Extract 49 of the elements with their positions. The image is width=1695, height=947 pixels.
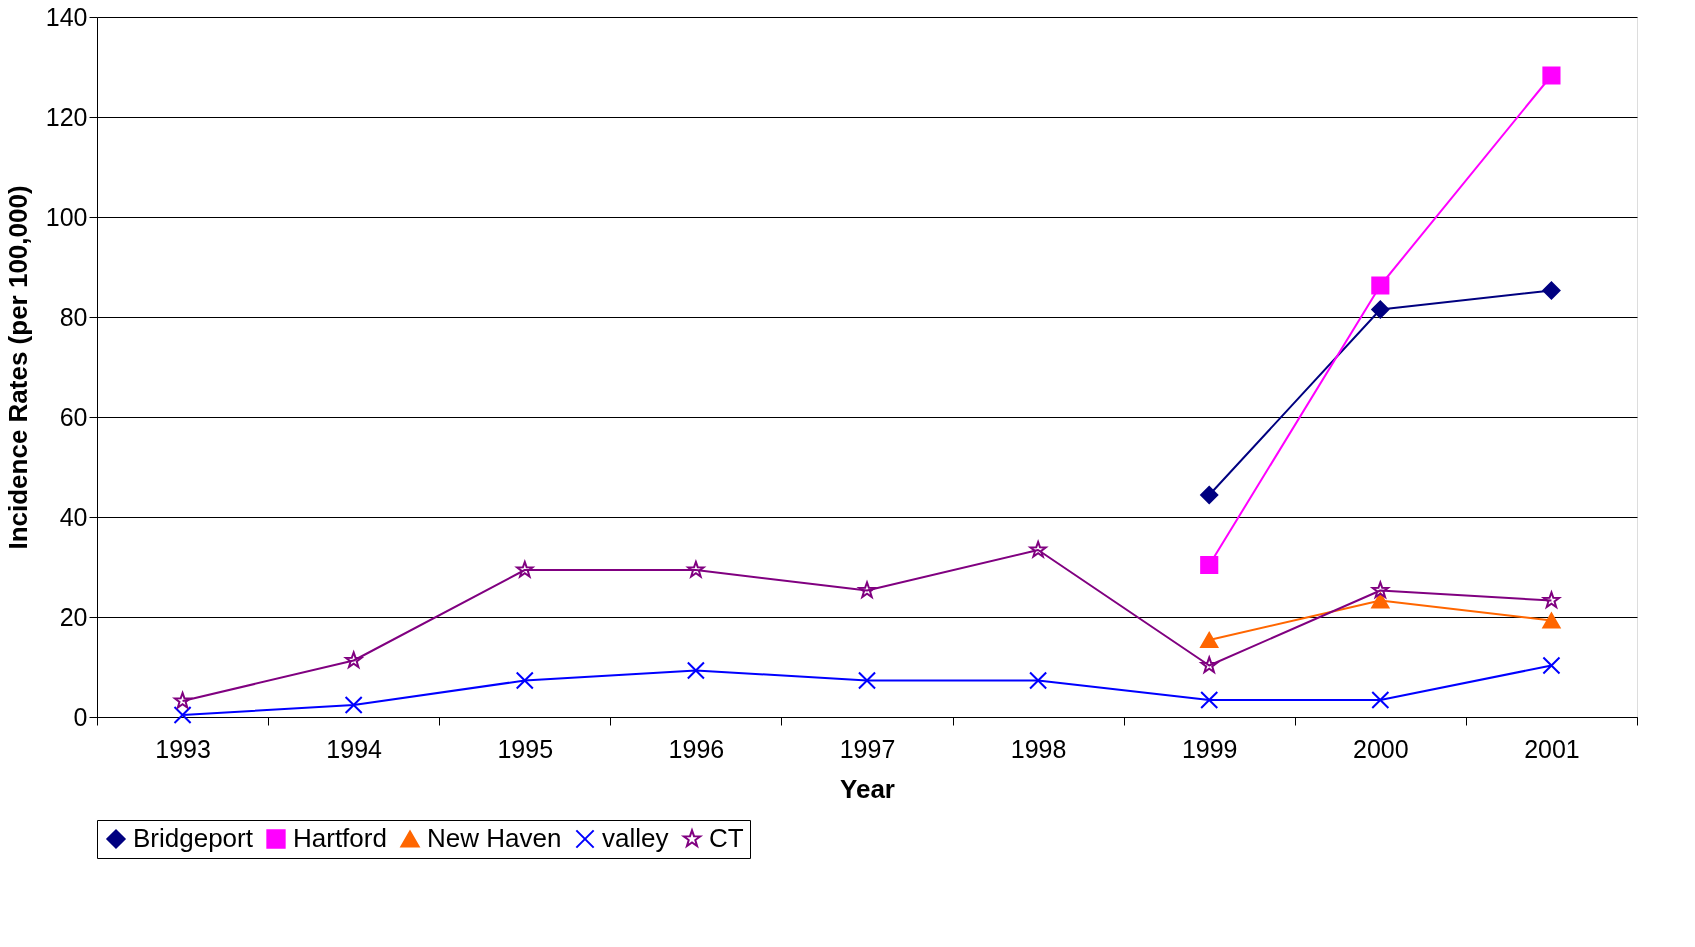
point [345,651,363,669]
point [1029,671,1048,690]
point [1542,281,1561,300]
point [1371,581,1389,599]
point [344,695,363,715]
point [1200,485,1219,505]
legend-label: Bridgeport [133,823,254,853]
x-tick-label: 1997 [839,734,896,763]
point [1371,300,1390,319]
y-tick-label: 100 [45,202,88,231]
y-tick-label: 0 [73,702,88,731]
y-tick-label: 80 [59,302,88,331]
point [1371,276,1390,295]
point [1371,690,1390,710]
point [1200,632,1219,648]
legend-label: CT [709,823,744,853]
x-tick-label: 2001 [1524,734,1580,763]
legend-label: Hartford [293,823,387,853]
y-tick-label: 20 [59,602,88,631]
point [173,691,192,709]
y-tick-label: 40 [59,502,88,531]
x-tick-label: 1994 [326,734,383,763]
point [173,705,192,725]
point [686,661,705,680]
y-tick-label: 120 [45,102,88,131]
point [687,560,705,578]
x-tick-label: 1993 [155,734,211,763]
point [515,671,534,690]
y-axis-title: Incidence Rates (per 100,000) [2,185,33,550]
point [1542,66,1561,85]
point [1542,591,1561,609]
y-tick-label: 60 [59,402,88,431]
point [1371,592,1390,609]
x-tick-label: 1996 [668,734,725,763]
point [1542,612,1561,629]
point [1200,690,1219,710]
y-tick-label: 140 [45,2,88,31]
legend-label: New Haven [427,823,562,853]
legend-label: valley [602,823,669,853]
point [858,581,876,599]
x-axis-title: Year [840,773,895,804]
point [857,671,877,690]
point [1029,540,1047,558]
point [1200,555,1219,575]
x-tick-label: 1998 [1010,734,1067,763]
x-tick-label: 1999 [1181,734,1238,763]
x-tick-label: 1995 [497,734,554,763]
point [1542,656,1561,675]
x-tick-label: 2000 [1353,734,1409,763]
